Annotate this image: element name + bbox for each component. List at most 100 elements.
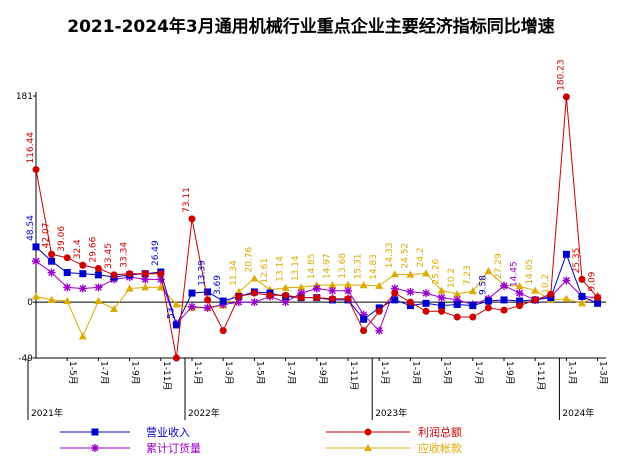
data-point [359,281,368,289]
data-point [172,354,180,362]
data-point [360,315,368,323]
year-label: 2022年 [188,407,220,419]
data-point [547,290,555,298]
data-label: 14.45 [510,261,520,287]
x-tick-label: 1-9月 [317,361,328,385]
data-label: 12.61 [260,258,270,284]
data-point [91,428,99,436]
data-point [94,264,102,272]
series-profit [32,93,602,362]
x-tick-label: 1-5月 [67,361,78,385]
data-point [453,289,462,297]
data-point [468,287,477,295]
data-point [91,444,99,452]
data-label: 26.49 [151,240,161,266]
data-label: 25.35 [572,248,582,274]
data-point [453,300,461,308]
x-tick-label: 1-11月 [161,361,172,390]
data-point [297,283,306,291]
data-point [500,296,508,304]
data-point [328,286,337,295]
legend-label: 累计订货量 [146,441,201,455]
data-point [364,444,372,451]
data-point [390,270,399,278]
data-point [375,281,384,289]
data-label: 29.66 [88,236,98,262]
data-point [204,288,212,296]
x-tick-label: 1-3月 [410,361,421,385]
data-point [219,297,227,305]
data-label: 13.39 [198,260,208,286]
data-point [562,250,570,258]
data-point [500,281,508,290]
data-point [250,298,259,307]
x-tick-label: 1-7月 [473,361,484,385]
data-point [94,283,103,292]
data-label: 48.54 [26,215,36,241]
data-label: 14.33 [385,242,395,268]
data-point [188,289,196,297]
data-label: 7.23 [463,265,473,285]
axes: 181 0 -49 1-5月 1-7月 1-9月 1-11月 1-1月 1-3月 1-5月 1-7月… [16,92,609,420]
data-label: 13.14 [291,255,301,281]
data-label: 180.23 [556,59,566,91]
legend-item-profit: 利润总额 [326,425,462,439]
data-point [126,270,134,278]
data-label: 32.4 [73,239,83,259]
data-point [453,295,462,304]
data-point [453,313,461,321]
x-tick-label: 1-1月 [566,361,577,385]
data-label: 116.44 [26,132,36,164]
y-tick-label: 0 [27,298,33,308]
data-label: 14.05 [525,259,535,285]
data-point [515,282,524,290]
data-label: 10.2 [447,268,457,288]
x-tick-label: 1-5月 [254,361,265,385]
data-point [375,326,384,335]
data-point [406,270,415,278]
data-point [234,298,243,307]
data-point [422,307,430,315]
x-tick-label: 1-5月 [442,361,453,385]
data-point [79,270,87,278]
data-point [500,306,508,314]
data-point [438,307,446,315]
data-point [484,297,492,305]
year-label: 2023年 [375,407,407,419]
data-point [281,283,290,291]
data-point [328,281,337,289]
data-point [219,327,227,335]
data-point [188,215,196,223]
legend-label: 利润总额 [418,425,462,439]
data-label: 11.34 [229,260,239,286]
data-point [578,275,586,283]
data-labels: 116.44 48.54 42.07 39.06 32.4 29.66 33.45 33.34… [26,59,598,319]
data-point [438,302,446,310]
data-label: 24.52 [400,243,410,269]
data-point [79,261,87,269]
data-point [516,302,524,310]
data-point [484,267,493,275]
data-label: 39.06 [57,226,67,252]
data-point [172,321,180,329]
data-point [32,292,40,300]
data-point [594,299,602,307]
data-point [47,295,56,303]
data-label: 10.2 [541,274,551,294]
data-point [422,269,430,277]
data-point [531,296,539,304]
data-point [516,297,524,305]
data-point [437,286,446,294]
data-point [312,284,321,293]
data-point [422,289,430,298]
data-point [375,307,383,315]
legend-item-revenue: 营业收入 [60,425,190,439]
data-label: 13.14 [276,256,286,282]
data-label: 9.58 [478,275,488,295]
data-point [313,294,321,302]
x-tick-label: 1-11月 [348,361,359,390]
x-tick-label: 1-3月 [223,361,234,385]
data-label: 42.07 [42,222,52,248]
series-line-profit [35,96,598,359]
